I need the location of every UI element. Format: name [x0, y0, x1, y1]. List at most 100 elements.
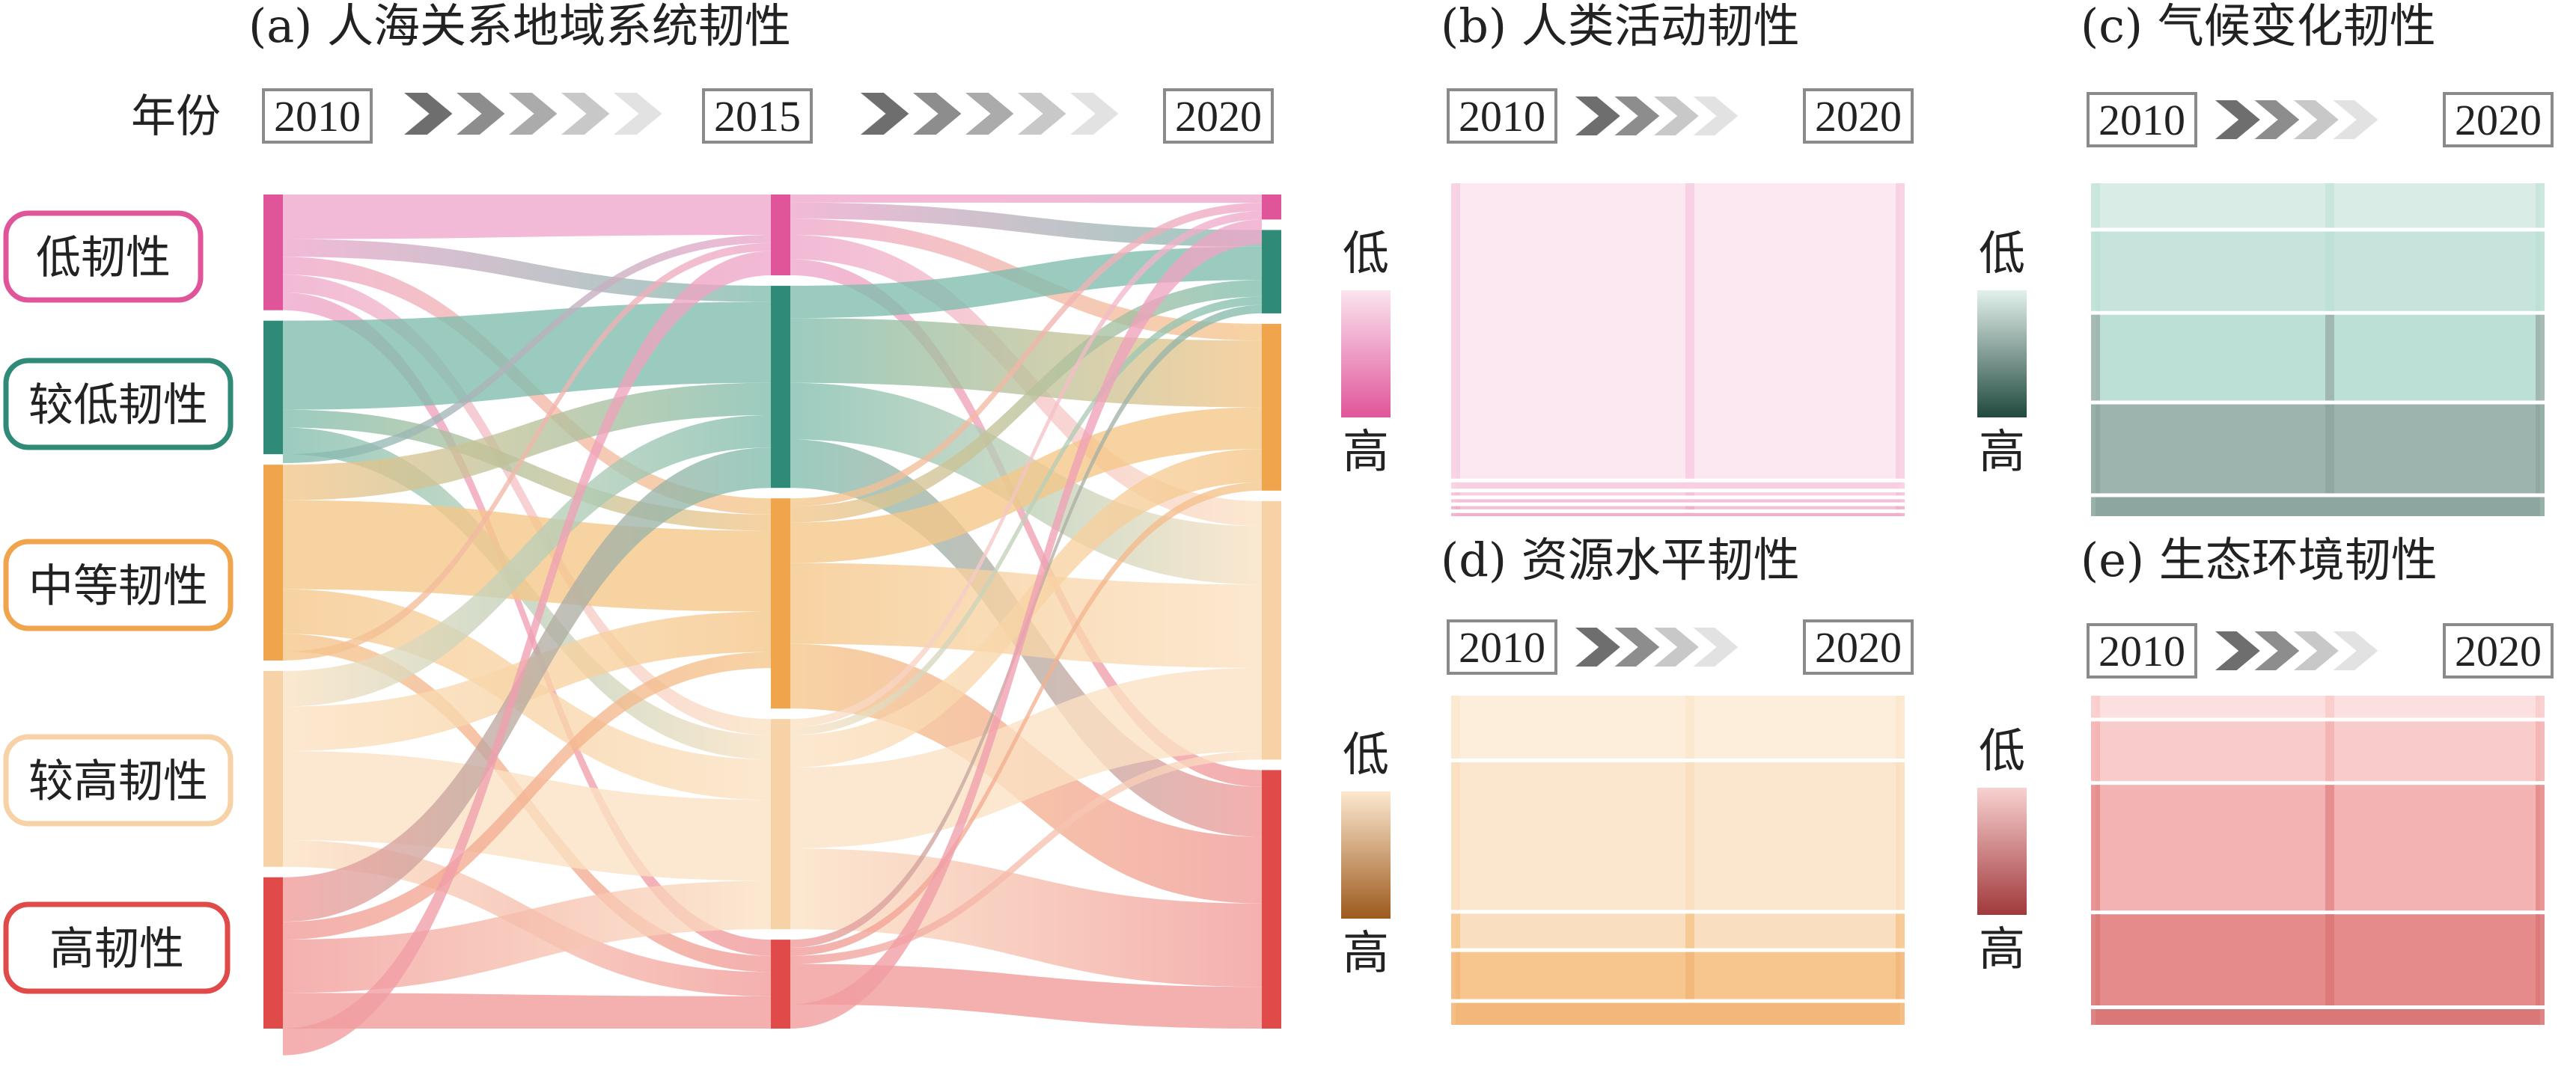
flow-2010-2015-13 — [283, 242, 771, 661]
panel-b-band-0 — [1456, 183, 1900, 479]
node-2010-0 — [263, 194, 283, 310]
year-2015-box — [702, 88, 813, 144]
panel-b-node-2-5 — [1896, 512, 1905, 516]
flow-2010-2015-16 — [283, 751, 771, 881]
panel-b-node-1-5 — [1685, 512, 1694, 516]
flow-2015-2020-6 — [790, 318, 1262, 408]
node-2010-3 — [263, 670, 283, 867]
year-2020-box — [1163, 88, 1274, 144]
flow-2015-2020-0 — [790, 194, 1262, 203]
panel-c-node-2-1 — [2536, 231, 2545, 311]
panel-e-node-1-4 — [2325, 1009, 2334, 1025]
flow-2010-2015-0 — [283, 194, 771, 239]
category-label-box-3 — [3, 734, 234, 827]
panel-c-band-3 — [2096, 404, 2540, 494]
category-label-4: 高韧性 — [49, 923, 184, 975]
category-label-box-2 — [3, 539, 234, 631]
flow-2010-2015-3 — [283, 275, 771, 735]
panel-d-node-0-0 — [1451, 696, 1460, 759]
panel-c-year-end-box — [2443, 92, 2554, 147]
panel-e-year-start: 2010 — [2099, 627, 2185, 676]
panel-c-node-0-3 — [2091, 404, 2100, 494]
category-label-3: 较高韧性 — [28, 756, 208, 808]
panel-e-node-1-3 — [2325, 914, 2334, 1005]
panel-c-node-1-4 — [2325, 497, 2334, 516]
panel-e-node-2-1 — [2536, 721, 2545, 782]
panel-d-band-2 — [1456, 913, 1900, 949]
year-2020: 2020 — [1175, 92, 1262, 141]
panel-d-node-1-0 — [1685, 696, 1694, 759]
flow-2010-2015-19 — [283, 652, 771, 940]
panel-e-node-0-2 — [2091, 785, 2100, 911]
panel-e-year-end: 2020 — [2455, 627, 2542, 676]
flow-2010-2015-1 — [283, 239, 771, 302]
panel-b-node-1-1 — [1685, 482, 1694, 489]
panel-d: (d) 资源水平韧性 2010 2020 低高 — [1341, 533, 1914, 1025]
arrow-a2-4 — [1070, 93, 1119, 135]
node-2020-0 — [1262, 194, 1281, 220]
panel-d-node-0-2 — [1451, 913, 1460, 949]
panel-d-arrow-2 — [1654, 628, 1699, 667]
flow-2010-2015-22 — [283, 251, 771, 1056]
arrow-a1-4 — [614, 93, 662, 135]
flow-2015-2020-10 — [790, 280, 1262, 523]
node-2015-4 — [771, 940, 790, 1029]
node-2020-2 — [1262, 323, 1281, 491]
panel-e-node-2-0 — [2536, 696, 2545, 718]
panel-c-node-1-1 — [2325, 231, 2334, 311]
flow-2015-2020-11 — [790, 407, 1262, 563]
panel-e-node-0-3 — [2091, 914, 2100, 1005]
year-2015: 2015 — [714, 92, 801, 141]
panel-d-node-2-2 — [1896, 913, 1905, 949]
panel-b-arrow-3 — [1693, 97, 1739, 135]
panel-b-legend: 低高 — [1341, 226, 1391, 479]
node-2020-4 — [1262, 770, 1281, 1029]
panel-c-year-start-box — [2087, 92, 2197, 147]
panel-d-node-2-3 — [1896, 952, 1905, 999]
category-label-1: 较低韧性 — [28, 379, 208, 432]
node-2015-1 — [771, 286, 790, 488]
year-2010-box — [262, 88, 373, 144]
arrow-a2-0 — [861, 93, 909, 135]
panel-d-node-0-1 — [1451, 762, 1460, 910]
panel-b-year-end: 2020 — [1815, 92, 1902, 141]
panel-e-node-0-1 — [2091, 721, 2100, 782]
panel-c-band-0 — [2096, 183, 2540, 228]
panel-c-band-1 — [2096, 231, 2540, 311]
panel-c: (c) 气候变化韧性 2010 2020 低高 — [1977, 0, 2554, 516]
panel-b-legend-gradient — [1341, 290, 1391, 417]
flows-2015-2020 — [790, 194, 1262, 1029]
flow-2015-2020-16 — [790, 449, 1262, 768]
panel-e-band-0 — [2096, 696, 2540, 718]
panel-b-band-1 — [1456, 482, 1900, 489]
panel-b-node-1-4 — [1685, 506, 1694, 509]
panel-b-node-0-5 — [1451, 512, 1460, 516]
node-2015-3 — [771, 719, 790, 930]
panel-d-title: (d) 资源水平韧性 — [1441, 533, 1800, 587]
flow-2010-2015-8 — [283, 235, 771, 464]
flow-2015-2020-18 — [790, 848, 1262, 987]
panel-b-node-0-3 — [1451, 499, 1460, 503]
flow-2015-2020-14 — [790, 211, 1262, 727]
panel-d-node-1-1 — [1685, 762, 1694, 910]
panel-d-band-3 — [1456, 952, 1900, 999]
panel-b-arrow-0 — [1575, 97, 1620, 135]
panel-e-node-1-1 — [2325, 721, 2334, 782]
panel-d-arrow-0 — [1575, 628, 1620, 667]
flow-2015-2020-23 — [790, 219, 1262, 1029]
panel-e-node-2-4 — [2536, 1009, 2545, 1025]
panel-d-year-start: 2010 — [1459, 623, 1545, 672]
panel-d-node-1-4 — [1685, 1002, 1694, 1025]
flow-2015-2020-4 — [790, 259, 1262, 787]
flow-2010-2015-6 — [283, 409, 771, 531]
panel-b-node-1-2 — [1685, 492, 1694, 496]
panel-c-node-0-0 — [2091, 183, 2100, 228]
flow-2010-2015-14 — [283, 414, 771, 707]
panel-c-node-0-1 — [2091, 231, 2100, 311]
panel-c-legend-low: 低 — [1979, 226, 2025, 281]
panel-c-year-end: 2020 — [2455, 96, 2542, 144]
panel-b-node-2-4 — [1896, 506, 1905, 509]
panel-e-band-3 — [2096, 914, 2540, 1005]
panel-c-band-2 — [2096, 314, 2540, 401]
